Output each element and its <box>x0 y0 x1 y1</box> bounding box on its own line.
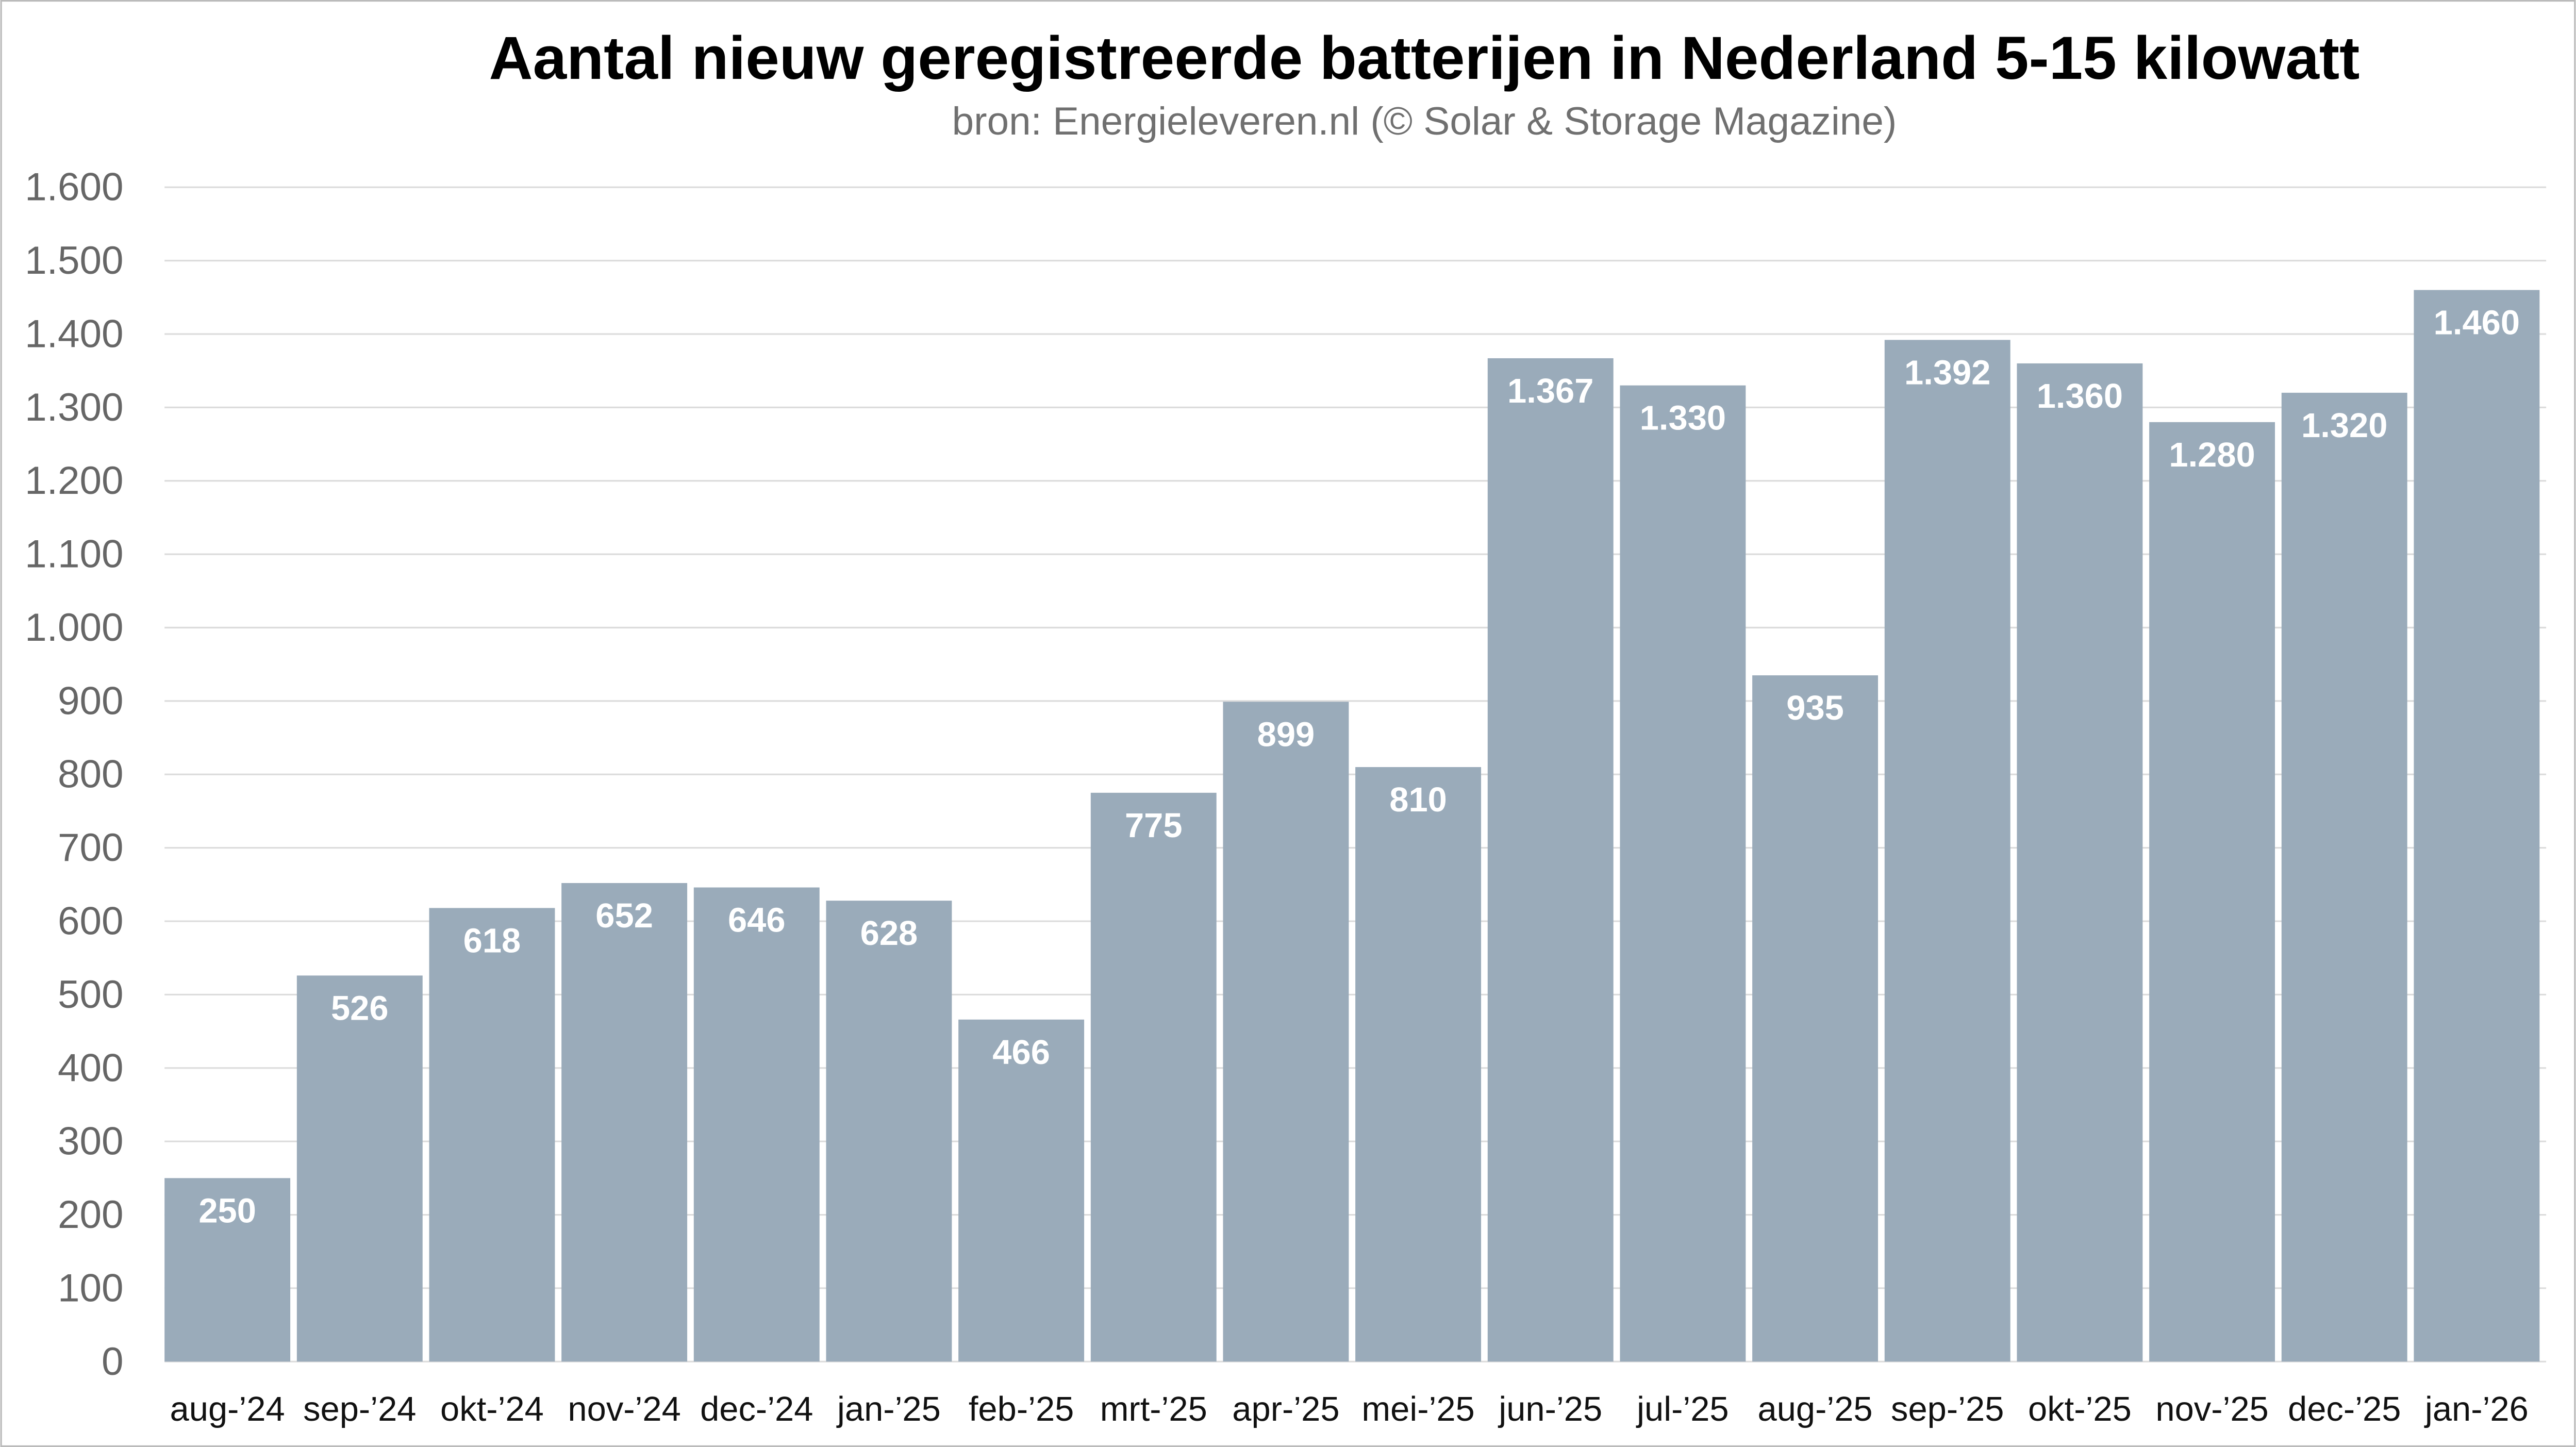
y-tick-label: 500 <box>58 973 124 1017</box>
bar <box>296 975 423 1362</box>
y-tick-label: 1.300 <box>25 386 123 429</box>
y-tick-label: 100 <box>58 1266 124 1310</box>
data-label: 810 <box>1389 780 1447 819</box>
bar <box>1223 702 1349 1362</box>
bars: 250 526 618 652 646 628 466 775 899 810 1.367 1.330… <box>164 290 2540 1362</box>
x-tick-label: okt-’24 <box>440 1390 544 1428</box>
x-tick-label: jan-’25 <box>836 1390 941 1428</box>
x-tick-label: dec-’25 <box>2288 1390 2401 1428</box>
data-label: 652 <box>595 896 653 935</box>
y-tick-label: 400 <box>58 1046 124 1090</box>
y-tick-label: 900 <box>58 679 124 723</box>
y-tick-label: 200 <box>58 1193 124 1237</box>
bar <box>1355 767 1482 1362</box>
bar <box>561 883 688 1362</box>
data-label: 618 <box>463 921 521 960</box>
bar <box>1884 340 2010 1362</box>
x-axis: aug-’24 sep-’24 okt-’24 nov-’24 dec-’24 jan-’… <box>170 1390 2529 1428</box>
bar <box>2149 422 2275 1362</box>
x-tick-label: feb-’25 <box>969 1390 1074 1428</box>
x-tick-label: aug-’25 <box>1757 1390 1872 1428</box>
data-label: 1.330 <box>1640 399 1726 438</box>
y-tick-label: 600 <box>58 900 124 943</box>
bar <box>958 1019 1085 1362</box>
data-label: 935 <box>1786 689 1844 727</box>
x-tick-label: okt-’25 <box>2028 1390 2132 1428</box>
y-tick-label: 1.500 <box>25 239 123 282</box>
data-label: 526 <box>331 989 389 1027</box>
y-tick-label: 0 <box>102 1340 124 1384</box>
bar <box>1090 792 1217 1362</box>
bar <box>2414 290 2540 1362</box>
data-label: 1.367 <box>1507 372 1593 410</box>
x-tick-label: apr-’25 <box>1232 1390 1339 1428</box>
x-tick-label: jun-’25 <box>1498 1390 1602 1428</box>
bar <box>2017 363 2143 1362</box>
y-tick-label: 700 <box>58 826 124 870</box>
y-tick-label: 1.600 <box>25 165 123 209</box>
x-tick-label: sep-’24 <box>303 1390 416 1428</box>
data-label: 1.320 <box>2301 406 2387 445</box>
x-tick-label: jul-’25 <box>1636 1390 1729 1428</box>
x-tick-label: mei-’25 <box>1361 1390 1474 1428</box>
y-tick-label: 300 <box>58 1120 124 1163</box>
data-label: 1.460 <box>2434 304 2520 342</box>
data-label: 466 <box>992 1033 1050 1072</box>
bar <box>164 1178 291 1362</box>
x-tick-label: sep-’25 <box>1891 1390 2004 1428</box>
data-label: 899 <box>1257 715 1315 754</box>
x-tick-label: nov-’24 <box>568 1390 680 1428</box>
y-tick-label: 1.400 <box>25 312 123 356</box>
y-tick-label: 800 <box>58 753 124 796</box>
data-label: 1.280 <box>2169 436 2255 474</box>
y-tick-label: 1.000 <box>25 606 123 650</box>
bar <box>1487 358 1614 1362</box>
bar <box>693 887 820 1362</box>
data-label: 628 <box>860 914 918 953</box>
data-label: 250 <box>198 1191 256 1230</box>
x-tick-label: nov-’25 <box>2155 1390 2268 1428</box>
bar <box>2281 392 2407 1362</box>
data-label: 1.360 <box>2037 377 2123 415</box>
x-tick-label: aug-’24 <box>170 1390 285 1428</box>
bar <box>1620 385 1746 1362</box>
data-label: 775 <box>1125 806 1183 845</box>
y-tick-label: 1.200 <box>25 459 123 503</box>
x-tick-label: mrt-’25 <box>1100 1390 1207 1428</box>
x-tick-label: dec-’24 <box>700 1390 813 1428</box>
y-axis: 0 100 200 300 400 500 600 700 800 900 1.000 1.100 1.… <box>25 165 123 1384</box>
bar <box>429 908 555 1362</box>
bar <box>1752 675 1879 1362</box>
data-label: 1.392 <box>1904 353 1990 392</box>
chart-title: Aantal nieuw geregistreerde batterijen i… <box>489 24 2359 92</box>
x-tick-label: jan-’26 <box>2424 1390 2529 1428</box>
y-tick-label: 1.100 <box>25 533 123 576</box>
data-label: 646 <box>728 901 786 940</box>
chart-subtitle: bron: Energieleveren.nl (© Solar & Stora… <box>952 99 1897 143</box>
bar <box>826 901 952 1362</box>
